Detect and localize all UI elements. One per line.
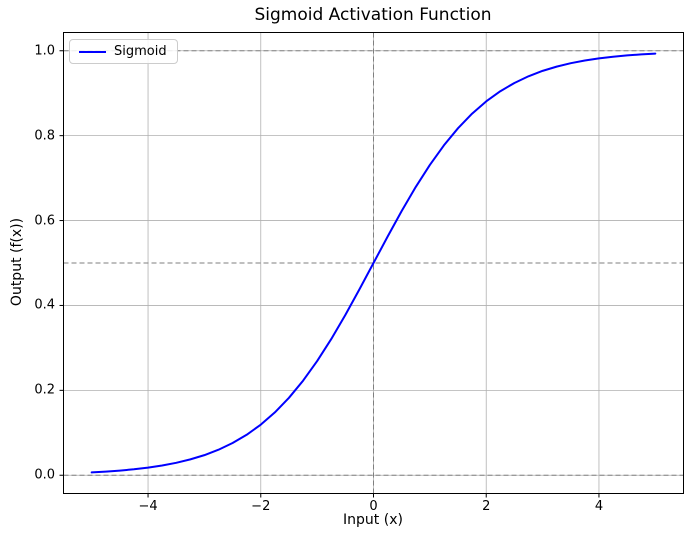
sigmoid-curve — [90, 52, 657, 474]
x-tick-label: 0 — [369, 499, 378, 514]
y-tick-label: 1.0 — [34, 43, 55, 59]
x-tick-label: −4 — [138, 499, 158, 514]
x-tick-label: −2 — [251, 499, 271, 514]
x-tick-label: 2 — [482, 499, 491, 514]
y-tick-label: 0.4 — [34, 297, 55, 313]
legend: Sigmoid — [69, 39, 178, 64]
y-tick-label: 0.8 — [34, 128, 55, 144]
legend-label: Sigmoid — [114, 44, 167, 59]
x-axis-label: Input (x) — [343, 512, 403, 528]
y-tick-label: 0.2 — [34, 382, 55, 398]
chart-title: Sigmoid Activation Function — [254, 5, 492, 25]
y-axis-label: Output (f(x)) — [9, 217, 25, 307]
legend-line-sample — [79, 50, 106, 53]
y-tick-label: 0.0 — [34, 467, 55, 483]
y-tick-label: 0.6 — [34, 213, 55, 229]
x-tick-label: 4 — [594, 499, 604, 514]
